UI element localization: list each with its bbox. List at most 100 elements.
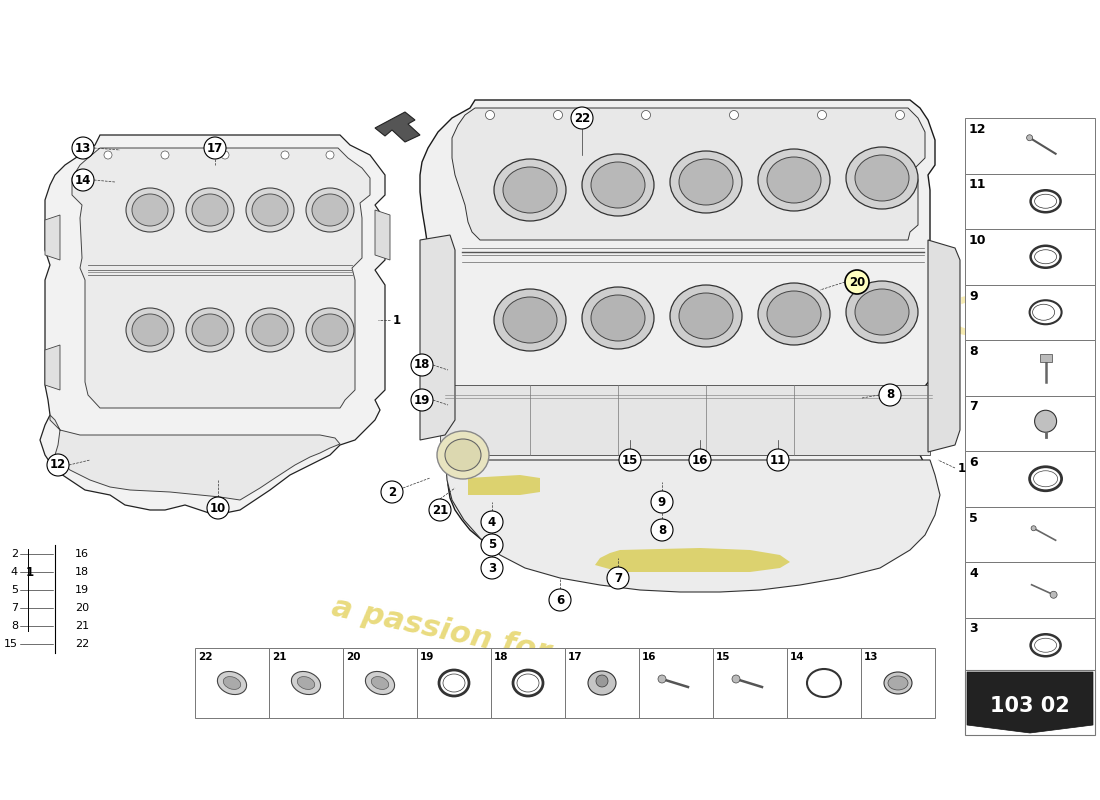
Ellipse shape [192, 194, 228, 226]
Circle shape [326, 151, 334, 159]
Circle shape [658, 675, 666, 683]
Bar [565, 648, 639, 718]
Circle shape [641, 110, 650, 119]
Circle shape [651, 519, 673, 541]
Ellipse shape [503, 297, 557, 343]
Text: 4: 4 [969, 567, 978, 580]
Bar [343, 648, 417, 718]
Text: 21: 21 [272, 652, 286, 662]
Ellipse shape [670, 285, 742, 347]
Ellipse shape [846, 147, 918, 209]
Ellipse shape [1034, 470, 1057, 486]
Ellipse shape [246, 188, 294, 232]
Ellipse shape [679, 293, 733, 339]
Bar [417, 648, 491, 718]
Ellipse shape [297, 677, 315, 690]
Bar [965, 395, 1094, 451]
Text: 16: 16 [642, 652, 657, 662]
Ellipse shape [126, 308, 174, 352]
Ellipse shape [494, 289, 566, 351]
Bar [965, 118, 1094, 174]
Bar [491, 648, 565, 718]
Text: 6: 6 [556, 594, 564, 606]
Circle shape [1050, 591, 1057, 598]
Circle shape [207, 497, 229, 519]
Circle shape [429, 499, 451, 521]
Text: 355: 355 [955, 294, 1065, 346]
Text: 9: 9 [658, 495, 667, 509]
Circle shape [729, 110, 738, 119]
Text: 7: 7 [969, 401, 978, 414]
Ellipse shape [126, 188, 174, 232]
Ellipse shape [846, 281, 918, 343]
Text: 18: 18 [414, 358, 430, 371]
Ellipse shape [588, 671, 616, 695]
Polygon shape [468, 475, 540, 495]
Ellipse shape [446, 439, 481, 471]
Polygon shape [375, 112, 420, 142]
Ellipse shape [223, 677, 241, 690]
Text: 19: 19 [75, 585, 89, 595]
Text: 15: 15 [621, 454, 638, 466]
Text: 2: 2 [388, 486, 396, 498]
Text: 11: 11 [770, 454, 786, 466]
Bar [965, 562, 1094, 618]
Text: 12: 12 [969, 123, 987, 136]
Circle shape [381, 481, 403, 503]
Ellipse shape [494, 159, 566, 221]
Text: 21: 21 [432, 503, 448, 517]
Text: 4: 4 [488, 515, 496, 529]
Ellipse shape [582, 287, 654, 349]
Text: 10: 10 [969, 234, 987, 247]
Ellipse shape [365, 671, 395, 694]
Polygon shape [45, 215, 60, 260]
Circle shape [280, 151, 289, 159]
Circle shape [411, 389, 433, 411]
Text: 8: 8 [658, 523, 667, 537]
Circle shape [549, 589, 571, 611]
Circle shape [596, 675, 608, 687]
Circle shape [651, 491, 673, 513]
Text: 20: 20 [75, 603, 89, 613]
Text: 7: 7 [614, 571, 623, 585]
Ellipse shape [246, 308, 294, 352]
Bar [195, 648, 270, 718]
Polygon shape [967, 672, 1093, 733]
Polygon shape [72, 148, 370, 408]
Text: 18: 18 [75, 567, 89, 577]
Bar [861, 648, 935, 718]
Text: 5: 5 [969, 511, 978, 525]
Text: 5: 5 [488, 538, 496, 551]
Ellipse shape [372, 677, 388, 690]
Circle shape [1026, 134, 1033, 141]
Text: 22: 22 [75, 639, 89, 649]
Polygon shape [928, 240, 960, 452]
Text: 13: 13 [864, 652, 879, 662]
Text: 17: 17 [568, 652, 583, 662]
Ellipse shape [1035, 638, 1057, 652]
Ellipse shape [1035, 410, 1057, 432]
Text: 16: 16 [75, 549, 89, 559]
Circle shape [767, 449, 789, 471]
Circle shape [571, 107, 593, 129]
Text: 6: 6 [969, 456, 978, 469]
Text: 19: 19 [420, 652, 434, 662]
Ellipse shape [582, 154, 654, 216]
Text: 10: 10 [210, 502, 227, 514]
Bar [965, 618, 1094, 673]
Ellipse shape [591, 162, 645, 208]
Ellipse shape [218, 671, 246, 694]
Ellipse shape [884, 672, 912, 694]
Ellipse shape [517, 674, 539, 692]
Polygon shape [440, 385, 930, 455]
Text: 1: 1 [26, 566, 34, 578]
Ellipse shape [292, 671, 320, 694]
Circle shape [895, 110, 904, 119]
Text: 15: 15 [716, 652, 730, 662]
Text: 14: 14 [75, 174, 91, 186]
Circle shape [47, 454, 69, 476]
Ellipse shape [306, 188, 354, 232]
Ellipse shape [670, 151, 742, 213]
Text: 8: 8 [11, 621, 18, 631]
Text: 17: 17 [207, 142, 223, 154]
